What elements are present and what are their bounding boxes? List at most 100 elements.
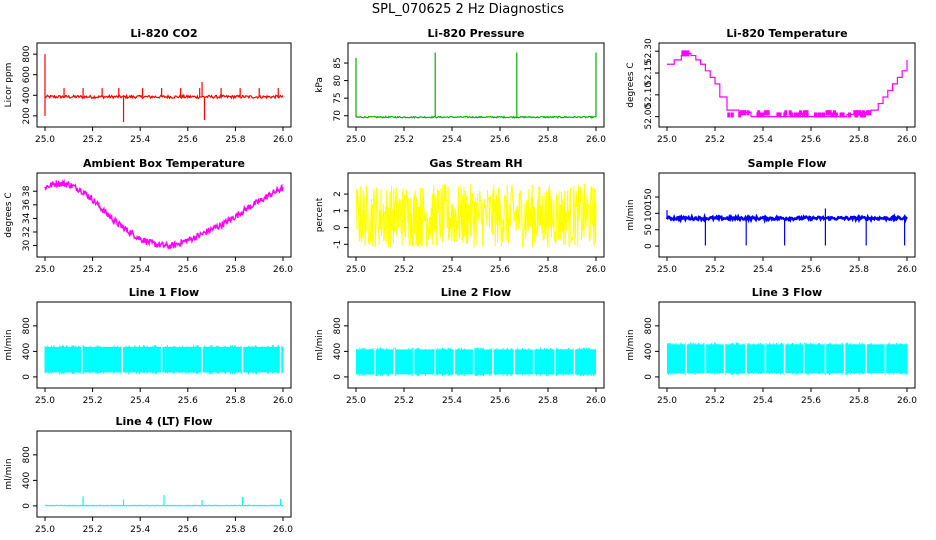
y-tick-label: 36 xyxy=(22,199,32,211)
y-tick-label: 0 xyxy=(644,374,654,380)
y-tick-label: 85 xyxy=(333,57,343,68)
x-tick-label: 25.2 xyxy=(83,396,103,406)
y-axis-label: ml/min xyxy=(626,329,636,360)
y-tick-label: 400 xyxy=(333,343,343,360)
series-point xyxy=(681,50,690,57)
plot-frame xyxy=(36,301,292,389)
y-tick-label: 400 xyxy=(22,472,32,489)
series-line xyxy=(44,93,284,100)
x-tick-label: 25.8 xyxy=(538,135,558,145)
series-point xyxy=(776,112,780,118)
y-tick-label: 400 xyxy=(22,343,32,360)
x-tick-label: 25.8 xyxy=(225,396,245,406)
y-tick-label: 0 xyxy=(644,243,654,249)
x-tick-label: 25.4 xyxy=(753,265,773,275)
series-point xyxy=(818,112,822,118)
x-tick-label: 25.0 xyxy=(657,396,677,406)
series-point xyxy=(796,112,800,118)
y-axis-label: Licor ppm xyxy=(4,63,14,108)
y-axis-label: ml/min xyxy=(4,329,14,360)
y-tick-label: 75 xyxy=(333,92,343,103)
chart-panel-4: Ambient Box Temperature degrees C 25.0 25.2… xyxy=(4,157,293,275)
x-tick-label: 25.6 xyxy=(178,135,198,145)
chart-title: Sample Flow xyxy=(748,157,827,170)
series-point xyxy=(759,112,763,118)
x-tick-label: 25.8 xyxy=(225,525,245,535)
series-point xyxy=(832,110,836,116)
x-tick-label: 26.0 xyxy=(273,265,293,275)
x-tick-label: 25.4 xyxy=(130,135,150,145)
x-tick-label: 25.0 xyxy=(346,396,366,406)
y-tick-label: 0 xyxy=(22,374,32,380)
x-tick-label: 25.4 xyxy=(130,396,150,406)
series-point xyxy=(868,110,872,116)
series-point xyxy=(727,112,731,118)
x-tick-label: 25.4 xyxy=(753,396,773,406)
series-point xyxy=(784,110,788,116)
x-tick-label: 25.6 xyxy=(178,396,198,406)
x-tick-label: 25.0 xyxy=(657,265,677,275)
x-tick-label: 25.2 xyxy=(83,135,103,145)
series-point xyxy=(841,112,845,118)
chart-panel-5: Gas Stream RH percent 25.0 25.2 25.4 25.6 25.8… xyxy=(315,157,606,275)
x-tick-label: 25.6 xyxy=(801,135,821,145)
x-tick-label: 25.4 xyxy=(130,265,150,275)
series-point xyxy=(834,112,838,118)
series-point xyxy=(799,110,803,116)
series-line xyxy=(665,212,908,225)
plot-frame xyxy=(36,172,292,258)
y-tick-label: 200 xyxy=(22,107,32,124)
series-point xyxy=(805,112,809,118)
series-point xyxy=(730,112,734,118)
series-point xyxy=(766,110,770,116)
plot-frame xyxy=(347,42,605,128)
x-tick-label: 25.0 xyxy=(35,265,55,275)
series-point xyxy=(847,112,851,118)
y-tick-label: 32 xyxy=(22,226,32,237)
x-tick-label: 26.0 xyxy=(897,265,917,275)
series-point xyxy=(778,112,782,118)
chart-panel-6: Sample Flow ml/min 25.0 25.2 25.4 25.6 25.8 26.… xyxy=(626,157,917,275)
x-tick-label: 25.6 xyxy=(178,265,198,275)
series-point xyxy=(761,112,765,118)
plot-frame xyxy=(658,172,916,258)
plot-frame xyxy=(36,430,292,518)
x-tick-label: 26.0 xyxy=(897,135,917,145)
x-tick-label: 26.0 xyxy=(273,135,293,145)
x-tick-label: 26.0 xyxy=(273,525,293,535)
series-point xyxy=(802,110,806,116)
plot-frame xyxy=(347,301,605,389)
x-tick-label: 25.8 xyxy=(849,265,869,275)
x-tick-label: 25.8 xyxy=(538,265,558,275)
x-tick-label: 26.0 xyxy=(586,396,606,406)
x-tick-label: 25.6 xyxy=(490,396,510,406)
y-tick-label: 70 xyxy=(333,110,343,122)
series-point xyxy=(830,112,834,118)
x-tick-label: 25.0 xyxy=(35,525,55,535)
plot-frame xyxy=(36,42,292,128)
page-title: SPL_070625 2 Hz Diagnostics xyxy=(371,2,565,17)
chart-title: Line 2 Flow xyxy=(441,286,511,299)
y-tick-label: 0 xyxy=(333,374,343,380)
y-tick-label: 800 xyxy=(22,45,32,62)
y-axis-label: degrees C xyxy=(626,62,636,107)
chart-panel-1: Li-820 CO2 Licor ppm 25.0 25.2 25.4 25.6 25.8 2… xyxy=(4,27,293,145)
plot-frame xyxy=(658,42,916,128)
x-tick-label: 25.6 xyxy=(490,265,510,275)
chart-title: Line 3 Flow xyxy=(752,286,822,299)
series-point xyxy=(738,112,742,118)
x-tick-label: 25.0 xyxy=(35,135,55,145)
series-point xyxy=(866,110,870,116)
chart-title: Li-820 Temperature xyxy=(726,27,847,40)
x-tick-label: 25.6 xyxy=(178,525,198,535)
y-tick-label: 600 xyxy=(22,66,32,83)
y-axis-label: percent xyxy=(315,197,325,232)
x-tick-label: 25.6 xyxy=(801,396,821,406)
y-tick-label: 100 xyxy=(644,205,654,222)
x-tick-label: 25.2 xyxy=(83,525,103,535)
x-tick-label: 26.0 xyxy=(586,135,606,145)
y-tick-label: -1 xyxy=(333,240,343,249)
x-tick-label: 25.8 xyxy=(849,135,869,145)
x-tick-label: 25.4 xyxy=(130,525,150,535)
x-tick-label: 25.8 xyxy=(225,135,245,145)
